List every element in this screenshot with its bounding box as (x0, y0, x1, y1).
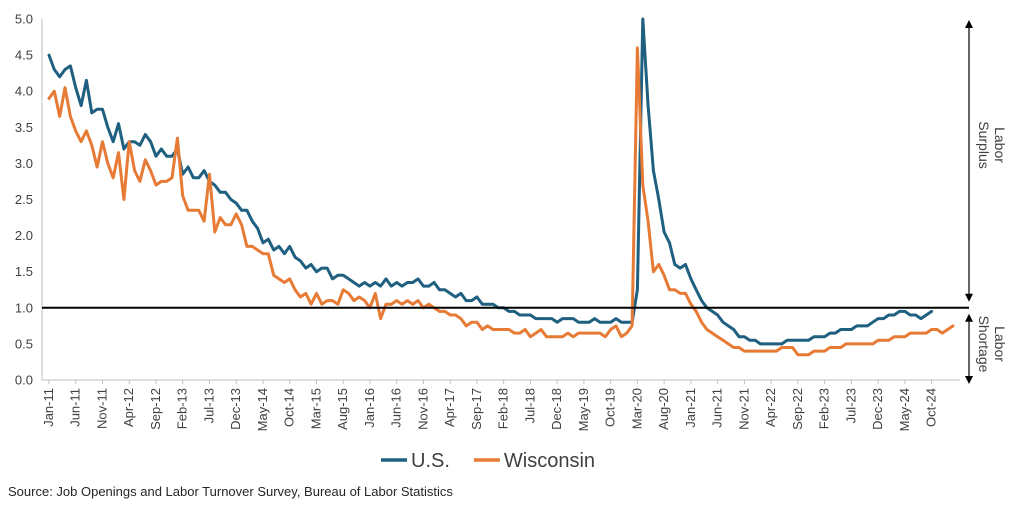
x-tick-label: Jul-23 (843, 388, 858, 423)
x-tick-label: Sep-12 (148, 388, 163, 430)
x-tick-label: Jul-13 (201, 388, 216, 423)
x-tick-label: Mar-15 (308, 388, 323, 429)
series-line-wisconsin (47, 46, 955, 357)
x-tick-label: Feb-18 (496, 388, 511, 429)
x-tick-label: Sep-17 (469, 388, 484, 430)
x-tick-label: Nov-11 (94, 388, 109, 429)
x-tick-label: May-24 (897, 388, 912, 431)
x-tick-label: Aug-20 (656, 388, 671, 430)
x-tick-label: Aug-15 (335, 388, 350, 430)
y-tick-label: 0.0 (15, 373, 33, 388)
x-tick-label: Nov-16 (415, 388, 430, 430)
x-tick-label: May-14 (255, 388, 270, 431)
x-tick-label: Apr-22 (763, 388, 778, 427)
svg-text:Labor: Labor (992, 326, 1008, 362)
x-tick-label: Mar-20 (629, 388, 644, 429)
svg-text:Surplus: Surplus (976, 121, 992, 168)
x-tick-label: Jan-11 (41, 388, 56, 427)
x-tick-label: Jun-21 (710, 388, 725, 428)
y-tick-label: 1.0 (15, 300, 33, 315)
y-tick-label: 4.5 (15, 48, 33, 63)
x-tick-label: Jun-11 (68, 388, 83, 427)
x-tick-label: Jun-16 (389, 388, 404, 428)
surplus-arrow-down-icon (965, 293, 973, 302)
x-tick-label: Dec-23 (870, 388, 885, 430)
source-note: Source: Job Openings and Labor Turnover … (8, 484, 453, 499)
line-chart: 0.0 0.5 1.0 1.5 2.0 2.5 3.0 3.5 4.0 4.5 5.0 Jan-11 J… (15, 12, 1008, 473)
y-tick-label: 3.5 (15, 120, 33, 135)
y-tick-label: 1.5 (15, 264, 33, 279)
x-tick-label: Nov-21 (736, 388, 751, 430)
y-tick-label: 4.0 (15, 84, 33, 99)
svg-text:Shortage: Shortage (976, 316, 992, 373)
y-tick-label: 2.5 (15, 192, 33, 207)
x-tick-label: Oct-19 (603, 388, 618, 427)
surplus-arrow-up-icon (965, 20, 973, 28)
x-tick-label: Jan-21 (683, 388, 698, 428)
x-tick-label: Sep-22 (790, 388, 805, 430)
shortage-arrow-down-icon (965, 376, 973, 384)
y-tick-label: 0.5 (15, 336, 33, 351)
x-tick-label: Oct-24 (924, 388, 939, 427)
legend-label: Wisconsin (504, 450, 595, 472)
legend-label: U.S. (411, 450, 450, 472)
x-tick-label: Feb-13 (175, 388, 190, 429)
y-tick-label: 5.0 (15, 12, 33, 27)
x-tick-label: Jul-18 (522, 388, 537, 423)
x-tick-label: Dec-13 (228, 388, 243, 430)
svg-text:Labor: Labor (992, 127, 1008, 163)
y-tick-label: 2.0 (15, 228, 33, 243)
y-tick-label: 3.0 (15, 156, 33, 171)
series-line-u-s (47, 17, 934, 346)
x-tick-label: Apr-12 (121, 388, 136, 427)
shortage-arrow-up-icon (965, 313, 973, 322)
x-tick-label: Feb-23 (817, 388, 832, 429)
x-tick-label: Jan-16 (362, 388, 377, 428)
x-tick-label: Apr-17 (442, 388, 457, 427)
x-tick-label: Oct-14 (282, 388, 297, 427)
x-tick-label: May-19 (576, 388, 591, 431)
x-tick-label: Dec-18 (549, 388, 564, 430)
